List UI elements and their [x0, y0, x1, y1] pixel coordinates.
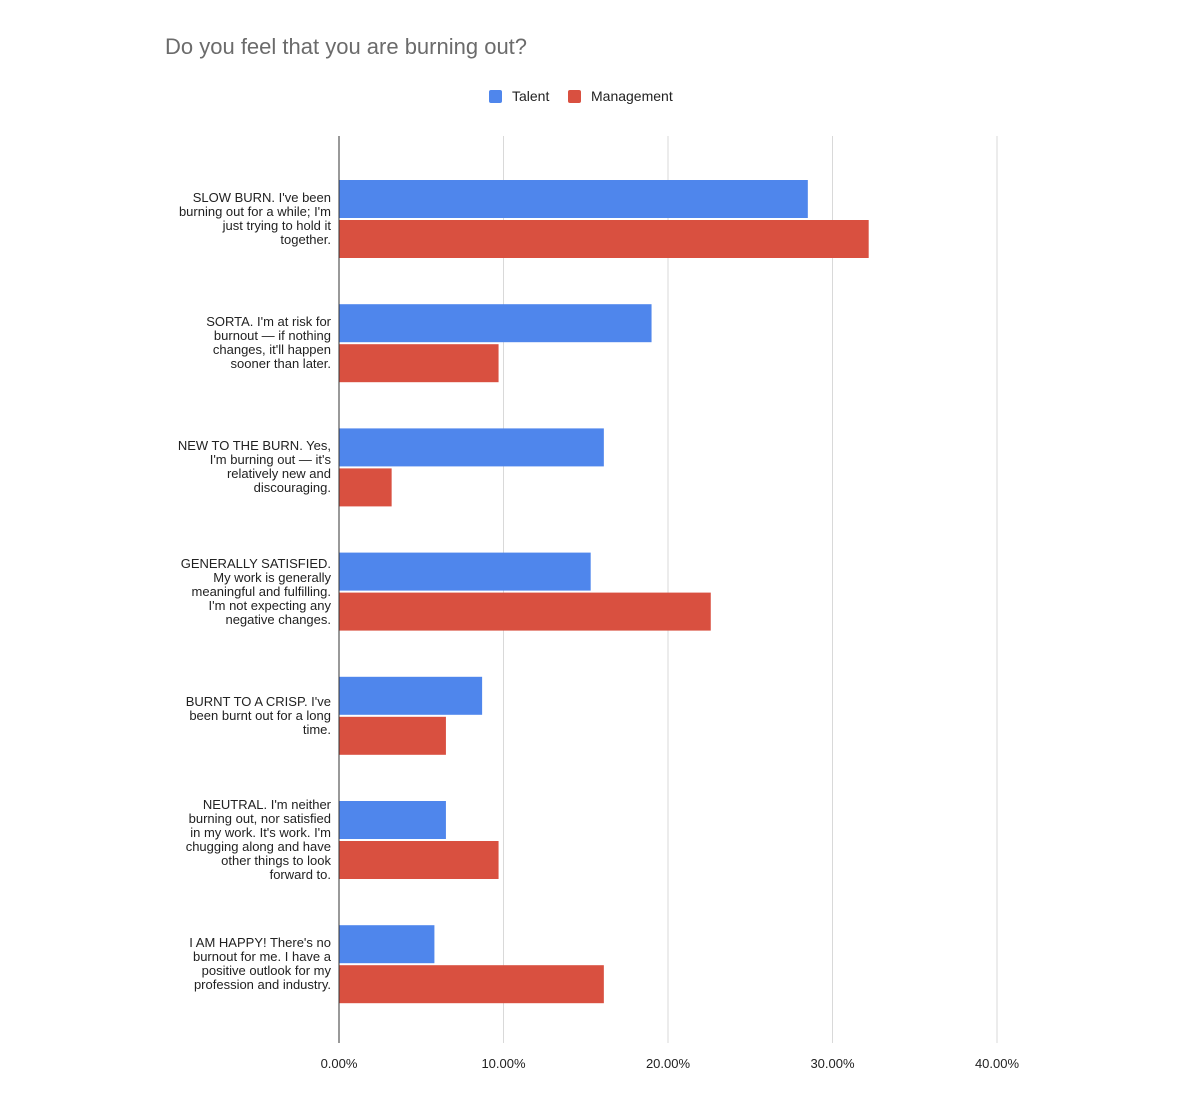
bar-talent-5[interactable] [339, 676, 483, 715]
bar-talent-1[interactable] [339, 180, 808, 218]
legend-label-talent: Talent [512, 88, 550, 104]
category-label-line: SORTA. I'm at risk for [206, 314, 331, 330]
bar-talent-6[interactable] [339, 801, 446, 839]
category-label-5: BURNT TO A CRISP. I've been burnt out for… [131, 693, 331, 737]
x-tick-label-1: 10.00% [481, 1056, 526, 1071]
chart-title: Do you feel that you are burning out? [165, 34, 528, 59]
bar-management-7[interactable] [339, 965, 604, 1004]
bar-management-1[interactable] [339, 220, 869, 258]
category-label-line: just trying to hold it [222, 218, 331, 233]
category-label-line: burning out for a while; I'm [178, 204, 331, 219]
category-label-3: NEW TO THE BURN. Yes, I'm burning out — i… [131, 439, 331, 495]
bar-talent-2[interactable] [339, 304, 652, 343]
category-label-line: NEW TO THE BURN. Yes, [177, 438, 331, 454]
category-label-2: SORTA. I'm at risk for burnout — if nothi… [131, 315, 331, 371]
category-label-line: other things to look [221, 853, 331, 868]
category-label-line: profession and industry. [193, 977, 331, 993]
category-label-line: GENERALLY SATISFIED. [180, 555, 331, 571]
category-label-line: NEUTRAL. I'm neither [202, 797, 331, 812]
category-label-line: together. [280, 232, 331, 247]
bar-talent-3[interactable] [339, 428, 604, 467]
category-label-line: time. [302, 721, 331, 737]
x-tick-label-4: 40.00% [975, 1056, 1020, 1071]
bar-management-4[interactable] [339, 592, 711, 631]
bar-management-2[interactable] [339, 344, 499, 383]
category-label-line: burning out, nor satisfied [188, 811, 331, 826]
category-label-line: meaningful and fulfilling. [191, 583, 331, 599]
legend: Talent Management [0, 88, 1180, 108]
bars [339, 180, 869, 1004]
category-label-line: changes, it'll happen [212, 342, 331, 358]
category-label-line: relatively new and [226, 466, 331, 482]
category-label-line: SLOW BURN. I've been [192, 190, 331, 205]
legend-swatch-talent [489, 89, 502, 103]
category-label-1: SLOW BURN. I've been burning out for a wh… [131, 191, 331, 247]
category-label-line: been burnt out for a long [189, 707, 331, 723]
category-label-line: in my work. It's work. I'm [190, 825, 331, 840]
bar-management-5[interactable] [339, 716, 446, 755]
category-label-line: sooner than later. [230, 356, 331, 372]
category-label-line: negative changes. [225, 611, 331, 627]
legend-label-management: Management [591, 88, 673, 104]
category-label-line: chugging along and have [185, 839, 331, 854]
category-label-6: NEUTRAL. I'm neither burning out, nor sat… [131, 798, 331, 882]
category-label-line: I'm not expecting any [208, 597, 331, 613]
legend-item-management[interactable]: Management [568, 88, 673, 104]
category-label-line: I'm burning out — it's [209, 452, 331, 468]
legend-item-talent[interactable]: Talent [489, 88, 549, 104]
bar-talent-7[interactable] [339, 925, 435, 964]
category-label-4: GENERALLY SATISFIED. My work is generally… [131, 555, 331, 627]
legend-swatch-management [568, 89, 581, 103]
category-label-7: I AM HAPPY! There's no burnout for me. I … [131, 936, 331, 992]
category-label-line: I AM HAPPY! There's no [189, 935, 331, 951]
category-label-line: forward to. [269, 867, 331, 882]
category-label-line: My work is generally [213, 569, 331, 585]
category-label-line: discouraging. [253, 480, 331, 496]
x-tick-labels: 0.00% 10.00% 20.00% 30.00% 40.00% [321, 1056, 1020, 1071]
category-label-line: burnout for me. I have a [192, 949, 331, 965]
category-label-line: positive outlook for my [201, 963, 331, 979]
category-label-line: BURNT TO A CRISP. I've [185, 693, 331, 709]
bar-talent-4[interactable] [339, 552, 591, 591]
x-tick-label-3: 30.00% [810, 1056, 855, 1071]
x-tick-label-2: 20.00% [646, 1056, 691, 1071]
bar-management-6[interactable] [339, 841, 499, 879]
x-tick-label-0: 0.00% [321, 1056, 358, 1071]
bar-management-3[interactable] [339, 468, 392, 507]
category-label-line: burnout — if nothing [213, 328, 331, 344]
